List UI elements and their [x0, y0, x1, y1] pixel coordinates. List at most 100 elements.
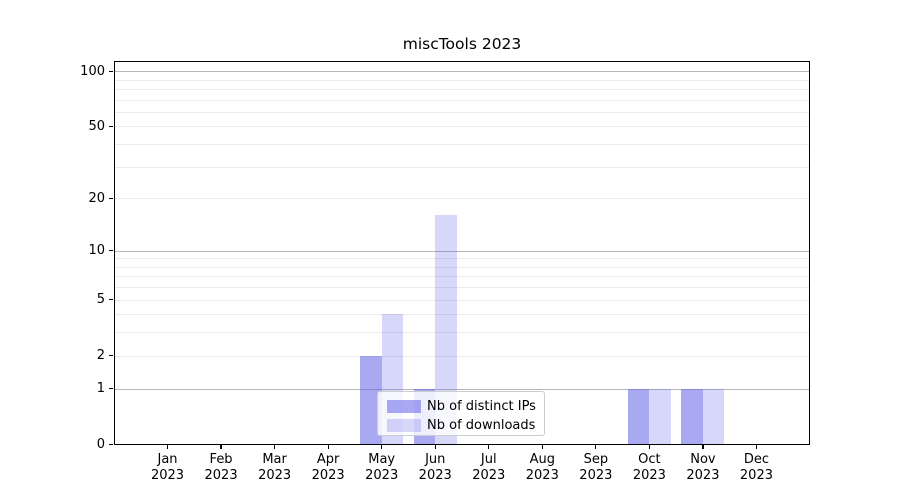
- x-tick-month: Aug: [529, 451, 555, 467]
- plot-area: Nb of distinct IPs Nb of downloads: [114, 60, 810, 445]
- x-tick-month: Jun: [425, 451, 446, 467]
- x-tick-month: Jan: [157, 451, 178, 467]
- y-tick-label: 2: [96, 348, 105, 364]
- legend-label-distinct-ips: Nb of distinct IPs: [427, 399, 536, 415]
- y-tick-mark: [108, 444, 113, 446]
- y-minor-gridline: [114, 166, 810, 168]
- y-tick-label: 10: [88, 243, 105, 259]
- x-tick-label: Jun 2023: [403, 452, 467, 485]
- x-tick-year: 2023: [311, 468, 345, 484]
- legend-entry-downloads: Nb of downloads: [387, 417, 536, 434]
- x-tick-label: Oct 2023: [617, 452, 681, 485]
- x-tick-year: 2023: [525, 468, 559, 484]
- legend: Nb of distinct IPs Nb of downloads: [377, 391, 545, 437]
- y-minor-gridline: [114, 99, 810, 101]
- x-tick-year: 2023: [686, 468, 720, 484]
- y-major-gridline: [114, 71, 810, 73]
- y-minor-gridline: [114, 126, 810, 128]
- y-minor-gridline: [114, 287, 810, 289]
- x-tick-month: Oct: [638, 451, 661, 467]
- x-tick-year: 2023: [204, 468, 238, 484]
- x-tick-mark: [220, 444, 222, 450]
- x-tick-mark: [595, 444, 597, 450]
- y-tick-mark: [108, 249, 113, 252]
- x-tick-month: Mar: [262, 451, 287, 467]
- chart-title: miscTools 2023: [402, 35, 522, 53]
- x-tick-mark: [434, 444, 436, 450]
- bar-distinct-ips-Nov: [681, 388, 703, 445]
- x-tick-month: Jul: [480, 451, 497, 467]
- y-tick-mark: [108, 387, 113, 390]
- bar-distinct-ips-May: [360, 355, 382, 445]
- y-minor-gridline: [114, 258, 810, 260]
- x-tick-mark: [381, 444, 383, 450]
- y-minor-gridline: [114, 144, 810, 146]
- y-tick-label: 50: [88, 119, 105, 134]
- bars-layer: [114, 61, 810, 445]
- y-tick-mark: [108, 70, 113, 72]
- y-minor-gridline: [114, 299, 810, 301]
- x-tick-month: Sep: [583, 451, 609, 467]
- bar-downloads-Nov: [702, 388, 725, 445]
- x-tick-month: Apr: [316, 451, 340, 467]
- y-minor-gridline: [114, 332, 810, 334]
- y-minor-gridline: [114, 266, 810, 268]
- y-major-gridline: [114, 250, 810, 252]
- x-tick-label: Dec 2023: [724, 452, 788, 485]
- y-minor-gridline: [114, 355, 810, 357]
- x-tick-year: 2023: [418, 468, 452, 484]
- x-tick-label: Feb 2023: [189, 452, 253, 485]
- y-tick-label: 100: [80, 63, 105, 79]
- y-tick-mark: [108, 197, 113, 199]
- x-tick-label: Sep 2023: [564, 452, 628, 485]
- y-tick-label: 20: [88, 190, 105, 206]
- legend-entry-distinct-ips: Nb of distinct IPs: [387, 398, 536, 415]
- y-tick-mark: [108, 355, 113, 357]
- y-tick-mark: [108, 299, 113, 301]
- x-tick-year: 2023: [739, 468, 773, 484]
- x-tick-label: May 2023: [350, 452, 414, 485]
- x-tick-label: Aug 2023: [510, 452, 574, 485]
- x-tick-mark: [327, 444, 329, 450]
- bar-downloads-Oct: [649, 388, 671, 445]
- x-tick-label: Mar 2023: [243, 452, 307, 485]
- x-tick-mark: [648, 444, 651, 450]
- x-tick-year: 2023: [632, 468, 666, 484]
- y-minor-gridline: [114, 79, 810, 81]
- legend-swatch-downloads-icon: [387, 419, 421, 433]
- y-major-gridline: [114, 388, 810, 390]
- x-tick-month: Dec: [743, 451, 770, 467]
- gridline-layer: [114, 61, 810, 445]
- y-tick-mark: [108, 125, 113, 128]
- y-tick-label: 1: [96, 381, 105, 397]
- legend-label-downloads: Nb of downloads: [427, 418, 536, 434]
- x-tick-year: 2023: [365, 468, 399, 484]
- x-tick-mark: [273, 444, 276, 450]
- x-tick-year: 2023: [150, 468, 185, 484]
- x-tick-label: Apr 2023: [296, 452, 360, 485]
- bar-distinct-ips-Oct: [627, 388, 650, 445]
- x-tick-label: Nov 2023: [671, 452, 735, 485]
- x-tick-year: 2023: [472, 468, 506, 484]
- y-minor-gridline: [114, 89, 810, 91]
- x-tick-month: Feb: [209, 451, 233, 467]
- x-tick-mark: [166, 444, 169, 450]
- y-minor-gridline: [114, 112, 810, 113]
- y-minor-gridline: [114, 276, 810, 278]
- x-tick-mark: [488, 444, 490, 450]
- y-minor-gridline: [114, 314, 810, 316]
- y-minor-gridline: [114, 198, 810, 200]
- y-tick-label: 0: [96, 437, 105, 453]
- x-tick-mark: [541, 444, 543, 450]
- y-tick-label: 5: [96, 292, 105, 308]
- x-tick-label: Jan 2023: [136, 452, 200, 485]
- bar-downloads-Jun: [435, 215, 457, 445]
- x-tick-year: 2023: [258, 468, 292, 484]
- x-tick-label: Jul 2023: [457, 452, 521, 485]
- legend-swatch-distinct-ips-icon: [387, 400, 421, 414]
- x-tick-month: May: [368, 451, 396, 467]
- x-tick-month: Nov: [690, 451, 716, 467]
- x-tick-year: 2023: [579, 468, 613, 484]
- x-tick-mark: [755, 444, 758, 450]
